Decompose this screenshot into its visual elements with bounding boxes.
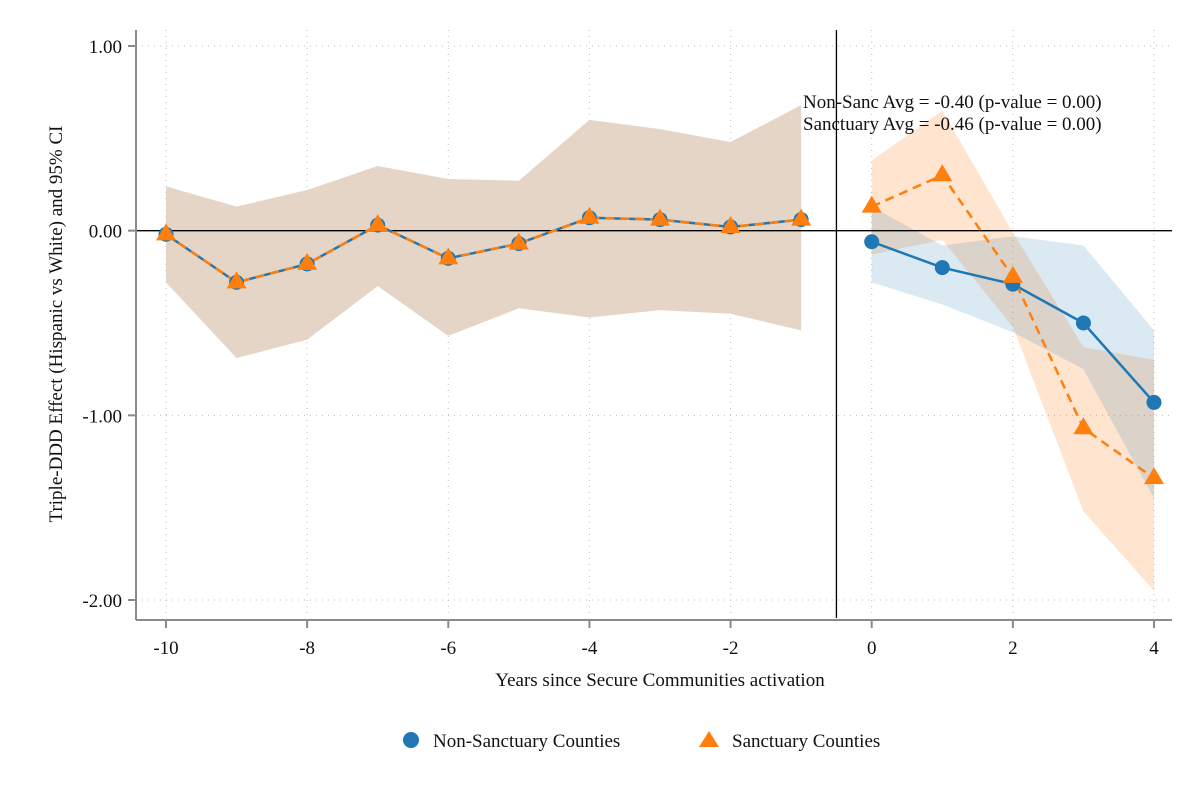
point-sanctuary <box>297 252 318 270</box>
x-axis-title: Years since Secure Communities activatio… <box>495 670 825 691</box>
point-sanctuary <box>1002 265 1023 283</box>
legend-item-sanctuary[interactable]: Sanctuary Counties <box>699 731 880 752</box>
y-tick-label: 0.00 <box>89 222 122 243</box>
x-tick-label: 4 <box>1149 638 1159 659</box>
point-sanctuary <box>791 208 812 226</box>
y-axis-title: Triple-DDD Effect (Hispanic vs White) an… <box>46 126 67 523</box>
x-tick-label: -8 <box>299 638 315 659</box>
legend-label-sanctuary: Sanctuary Counties <box>732 731 880 752</box>
ci-band-pre-period <box>166 105 802 359</box>
point-sanctuary <box>367 214 388 232</box>
x-tick-label: -6 <box>440 638 456 659</box>
y-tick-label: -1.00 <box>82 406 122 427</box>
point-non-sanctuary <box>864 234 880 250</box>
x-tick-label: -10 <box>153 638 178 659</box>
point-sanctuary <box>508 232 529 250</box>
point-sanctuary <box>1073 417 1094 435</box>
point-non-sanctuary <box>1075 315 1091 331</box>
legend-label-non-sanctuary: Non-Sanctuary Counties <box>433 731 620 752</box>
point-sanctuary <box>156 223 176 241</box>
point-sanctuary <box>579 206 600 224</box>
point-sanctuary <box>226 271 247 289</box>
series-markers <box>156 164 1164 485</box>
point-sanctuary <box>932 164 953 182</box>
y-tick-label: 1.00 <box>89 37 122 58</box>
point-non-sanctuary <box>934 260 950 276</box>
x-tick-label: -2 <box>723 638 739 659</box>
point-non-sanctuary <box>1146 394 1162 410</box>
legend-item-non-sanctuary[interactable]: Non-Sanctuary Counties <box>403 731 620 752</box>
point-sanctuary <box>438 247 459 265</box>
legend-triangle-marker-icon <box>699 731 719 747</box>
legend: Non-Sanctuary Counties Sanctuary Countie… <box>403 731 880 752</box>
point-sanctuary <box>650 208 670 226</box>
point-sanctuary <box>861 195 882 213</box>
line-sanctuary-pre <box>165 216 802 284</box>
ci-band-non-sanctuary <box>871 206 1154 499</box>
point-sanctuary <box>720 215 741 233</box>
point-sanctuary <box>1144 467 1164 485</box>
legend-circle-marker-icon <box>403 732 419 748</box>
y-tick-label: -2.00 <box>82 591 122 612</box>
annotation-non-sanctuary-avg: Non-Sanc Avg = -0.40 (p-value = 0.00) <box>803 92 1102 113</box>
x-tick-label: -4 <box>582 638 598 659</box>
annotation-sanctuary-avg: Sanctuary Avg = -0.46 (p-value = 0.00) <box>803 114 1102 135</box>
confidence-bands <box>166 105 1154 591</box>
reference-lines <box>136 30 1172 618</box>
x-tick-label: 0 <box>867 638 877 659</box>
x-tick-label: 2 <box>1008 638 1018 659</box>
axes: 1.00 0.00 -1.00 -2.00 -10 -8 -6 -4 -2 0 2 4 <box>82 30 1172 659</box>
